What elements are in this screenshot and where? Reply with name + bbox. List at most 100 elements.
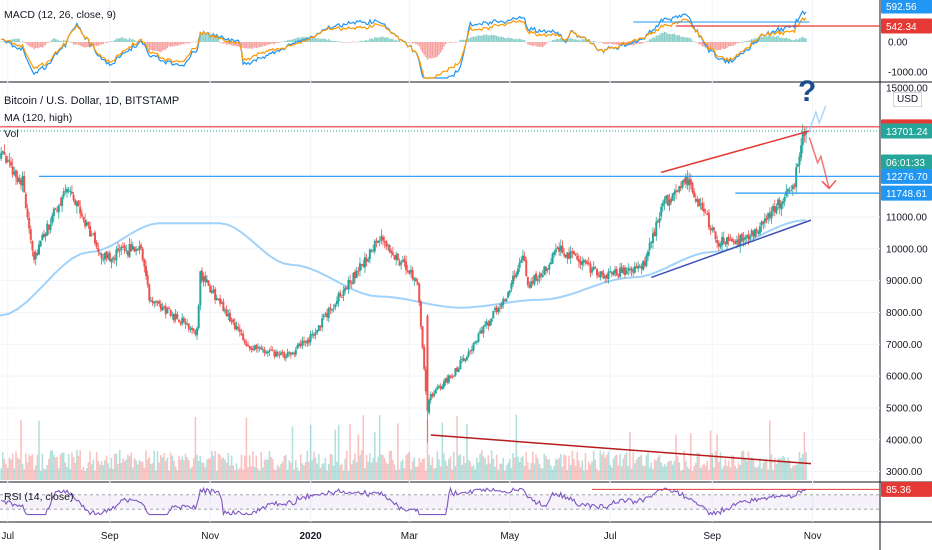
candle-body: [38, 244, 41, 255]
volume-bar: [225, 462, 228, 480]
y-axis-tick-label: 7000.00: [886, 340, 923, 351]
macd-histogram-bar: [23, 42, 25, 43]
macd-histogram-bar: [472, 36, 475, 42]
candle-body: [643, 261, 646, 266]
x-axis-tick-label: Jul: [1, 531, 14, 542]
candle-body: [186, 323, 189, 325]
candle-body: [591, 269, 594, 273]
macd-histogram-bar: [746, 41, 748, 42]
macd-histogram-bar: [351, 42, 353, 43]
macd-histogram-bar: [530, 42, 532, 46]
macd-histogram-bar: [199, 33, 202, 42]
macd-histogram-bar: [583, 39, 585, 42]
macd-histogram-bar: [76, 42, 78, 45]
volume-bar: [212, 455, 215, 480]
candle-body: [655, 221, 658, 237]
volume-bar: [510, 467, 513, 480]
macd-histogram-bar: [364, 40, 366, 42]
macd-histogram-bar: [653, 37, 656, 42]
macd-histogram-bar: [434, 42, 437, 58]
x-axis-tick-label: Mar: [401, 531, 419, 542]
volume-bar: [555, 458, 557, 480]
candle-body: [243, 340, 246, 344]
macd-histogram-bar: [265, 42, 267, 46]
candle-body: [786, 188, 789, 192]
macd-histogram-bar: [258, 42, 261, 48]
volume-bar: [133, 458, 136, 480]
candle-body: [630, 268, 633, 271]
macd-histogram-bar: [309, 36, 312, 42]
macd-histogram-bar: [514, 39, 516, 42]
volume-bar: [403, 468, 406, 480]
volume-bar: [660, 462, 662, 480]
candle-body: [299, 343, 302, 347]
macd-histogram-bar: [742, 41, 745, 43]
volume-bar: [199, 455, 202, 480]
macd-histogram-bar: [225, 42, 228, 45]
volume-bar: [82, 466, 85, 480]
macd-badge-1-text: 592.56: [886, 2, 917, 13]
volume-bar: [685, 460, 687, 480]
volume-bar: [276, 464, 279, 480]
volume-bar: [318, 454, 320, 480]
candle-body: [360, 264, 363, 266]
macd-histogram-bar: [672, 34, 674, 42]
candle-body: [378, 240, 381, 242]
volume-bar: [530, 462, 532, 480]
volume-bar: [132, 467, 134, 480]
candle-body: [762, 221, 765, 224]
candle-body: [523, 256, 526, 261]
candle-body: [307, 339, 310, 343]
macd-histogram-bar: [262, 42, 264, 47]
candle-body: [405, 261, 408, 270]
candle-body: [136, 249, 139, 251]
candle-body: [393, 255, 396, 260]
macd-histogram-bar: [339, 41, 341, 43]
candle-body: [477, 333, 480, 342]
macd-histogram-bar: [416, 42, 419, 45]
volume-bar: [153, 450, 156, 480]
candle-body: [563, 253, 566, 256]
macd-histogram-bar: [683, 37, 685, 42]
volume-bar: [337, 424, 340, 480]
macd-histogram-bar: [507, 37, 509, 42]
candle-body: [535, 273, 538, 281]
volume-bar: [53, 454, 55, 480]
candle-body: [419, 301, 422, 327]
macd-histogram-bar: [802, 36, 804, 42]
macd-histogram-bar: [767, 35, 769, 42]
macd-histogram-bar: [290, 39, 292, 42]
volume-bar: [141, 461, 144, 480]
macd-badge-2: 542.34: [881, 18, 932, 34]
macd-histogram-bar: [38, 42, 40, 48]
y-axis-tick-label: 9000.00: [886, 276, 923, 287]
currency-label[interactable]: USD: [893, 92, 923, 107]
candle-body: [126, 251, 129, 256]
candle-body: [642, 261, 645, 270]
candle-body: [637, 265, 640, 269]
volume-bar: [392, 460, 394, 480]
volume-bar: [192, 457, 195, 480]
macd-histogram-bar: [658, 34, 661, 42]
price-badge-3-box: [881, 154, 932, 170]
macd-histogram-bar: [148, 42, 151, 51]
volume-bar: [332, 465, 335, 480]
candle-body: [770, 211, 773, 219]
candle-body: [6, 159, 9, 162]
macd-histogram-bar: [751, 39, 753, 42]
volume-bar: [596, 468, 598, 480]
candle-body: [576, 255, 579, 260]
macd-histogram-bar: [798, 38, 801, 42]
macd-histogram-bar: [655, 35, 657, 42]
volume-bar: [189, 468, 192, 480]
macd-histogram-bar: [130, 39, 132, 42]
candle-body: [426, 315, 429, 412]
macd-histogram-bar: [370, 38, 373, 42]
candle-body: [525, 260, 528, 277]
candle-body: [586, 261, 589, 264]
candle-body: [763, 218, 766, 223]
price-badge-2-text: 13701.24: [886, 127, 928, 138]
macd-histogram-bar: [732, 42, 735, 46]
volume-bar: [252, 451, 254, 480]
